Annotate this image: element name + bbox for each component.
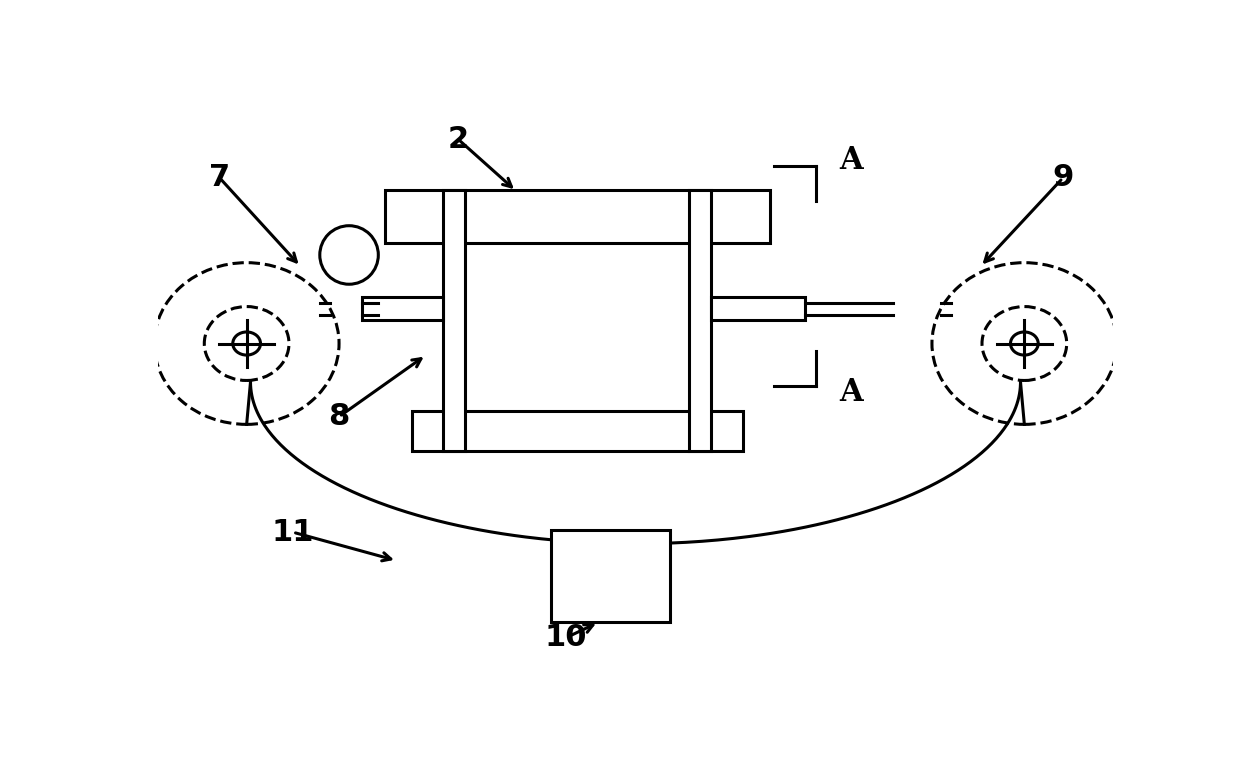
Text: 7: 7: [210, 164, 231, 193]
Text: 8: 8: [329, 402, 350, 431]
Bar: [689, 190, 711, 451]
Text: A: A: [839, 377, 863, 408]
Text: 9: 9: [1053, 164, 1074, 193]
Bar: [443, 190, 465, 451]
Text: 2: 2: [448, 125, 469, 154]
Text: 11: 11: [272, 518, 314, 547]
Bar: [362, 297, 443, 321]
Bar: [386, 190, 770, 243]
Text: 10: 10: [544, 623, 588, 652]
Bar: [412, 412, 743, 451]
Text: A: A: [839, 145, 863, 176]
Bar: [551, 530, 670, 622]
Bar: [711, 297, 805, 321]
